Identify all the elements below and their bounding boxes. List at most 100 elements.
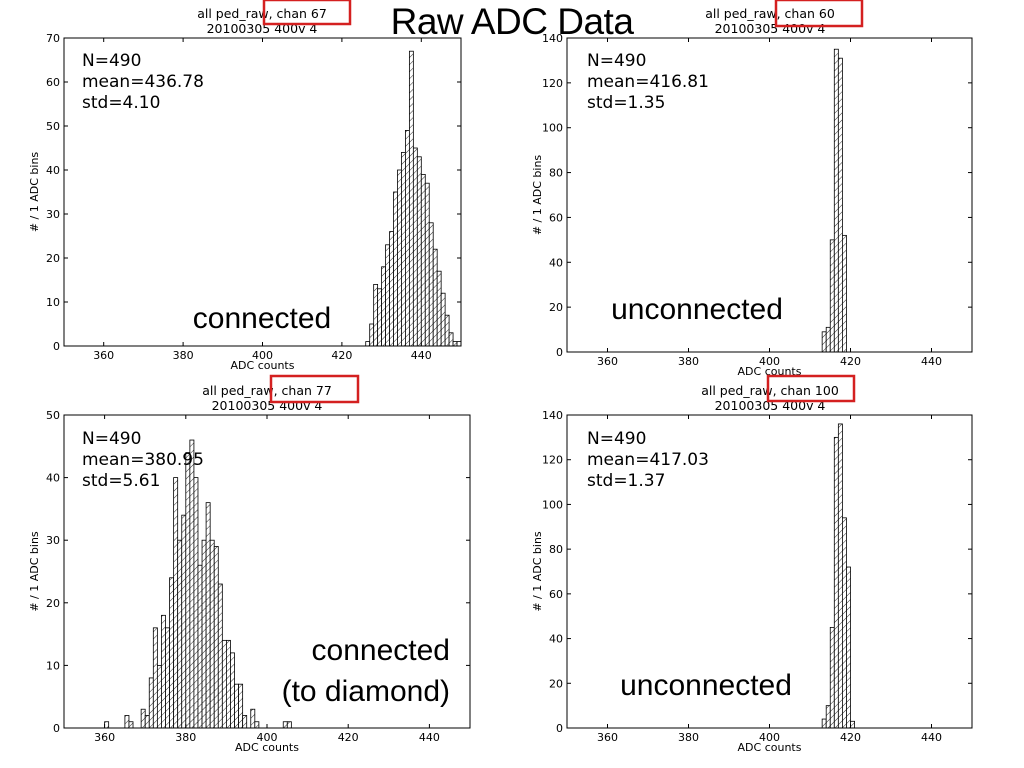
histogram-bar — [432, 248, 438, 347]
y-tick-label: 40 — [46, 472, 60, 485]
histogram-bar — [408, 50, 414, 347]
histogram-bar — [833, 48, 839, 353]
x-tick-label: 420 — [338, 731, 359, 744]
histogram-bar — [156, 665, 162, 729]
histogram-bar — [173, 477, 179, 729]
x-tick-label: 360 — [93, 349, 114, 362]
channel-highlight-box — [269, 374, 360, 404]
x-tick-label: 400 — [252, 349, 273, 362]
y-tick-label: 120 — [542, 77, 563, 90]
chart-title: all ped_raw, chan 100 — [701, 383, 839, 398]
histogram-bar — [842, 234, 847, 353]
stats-line: N=490 — [587, 51, 646, 71]
connection-note: connected — [312, 634, 450, 667]
histogram-bar — [217, 583, 223, 729]
stats-line: mean=436.78 — [82, 72, 204, 92]
histogram-bar — [420, 173, 426, 347]
histogram-bars — [365, 50, 462, 347]
y-tick-label: 0 — [53, 340, 60, 353]
y-tick-label: 20 — [46, 597, 60, 610]
histogram-bar — [401, 151, 406, 347]
histogram-bar — [104, 721, 110, 729]
histogram-bar — [416, 156, 422, 347]
histogram-bar — [424, 182, 430, 347]
histogram-bar — [282, 721, 288, 729]
histogram-bar — [821, 331, 827, 353]
y-tick-label: 60 — [46, 76, 60, 89]
histogram-bar — [177, 539, 183, 729]
histogram-bar — [169, 577, 175, 729]
channel-highlight-box — [774, 0, 864, 28]
y-tick-label: 20 — [549, 301, 563, 314]
y-tick-label: 100 — [542, 122, 563, 135]
y-tick-label: 10 — [46, 659, 60, 672]
histogram-bar — [140, 708, 146, 729]
y-tick-label: 50 — [46, 409, 60, 422]
histogram-bar — [238, 683, 244, 729]
histogram-bar — [209, 539, 215, 729]
y-tick-label: 30 — [46, 208, 60, 221]
y-tick-label: 50 — [46, 120, 60, 133]
connection-note: unconnected — [611, 293, 783, 326]
histogram-bar — [377, 288, 383, 347]
y-tick-label: 10 — [46, 296, 60, 309]
x-tick-label: 440 — [411, 349, 432, 362]
y-tick-label: 40 — [46, 164, 60, 177]
histogram-bar — [829, 626, 835, 729]
y-axis-label: # / 1 ADC bins — [531, 531, 544, 612]
y-tick-label: 30 — [46, 534, 60, 547]
y-tick-label: 120 — [542, 454, 563, 467]
x-axis-label: ADC counts — [235, 741, 299, 754]
x-tick-label: 420 — [840, 355, 861, 368]
histogram-bar — [428, 222, 434, 347]
y-tick-label: 80 — [549, 543, 563, 556]
y-tick-label: 70 — [46, 32, 60, 45]
histogram-bar — [250, 708, 256, 729]
histogram-bar — [201, 539, 207, 729]
histogram-bars — [821, 48, 847, 353]
histogram-bar — [412, 147, 418, 347]
histogram-bar — [846, 566, 851, 729]
histogram-bar — [452, 341, 458, 347]
x-axis-label: ADC counts — [738, 741, 802, 754]
slide-title: Raw ADC Data — [390, 1, 634, 42]
x-tick-label: 380 — [678, 355, 699, 368]
histogram-bar — [286, 721, 292, 729]
histogram-bar — [185, 452, 191, 729]
histogram-bar — [189, 439, 195, 729]
histogram-bar — [165, 627, 170, 729]
y-tick-label: 0 — [556, 722, 563, 735]
y-tick-label: 60 — [549, 211, 563, 224]
x-tick-label: 440 — [921, 355, 942, 368]
y-axis-label: # / 1 ADC bins — [28, 531, 41, 612]
histogram-bar — [381, 266, 386, 347]
stats-line: mean=416.81 — [587, 72, 709, 92]
histogram-bar — [161, 614, 166, 729]
y-tick-label: 60 — [549, 588, 563, 601]
y-tick-label: 140 — [542, 32, 563, 45]
histogram-bar — [448, 332, 454, 347]
y-axis-label: # / 1 ADC bins — [28, 152, 41, 233]
histogram-bar — [221, 639, 227, 729]
connection-note: connected — [193, 302, 331, 335]
y-tick-label: 140 — [542, 409, 563, 422]
chart-title: all ped_raw, chan 60 — [705, 6, 835, 21]
histogram-bar — [373, 283, 379, 347]
x-tick-label: 380 — [173, 349, 194, 362]
histogram-bar — [456, 341, 462, 347]
histogram-bar — [234, 683, 239, 729]
histogram-bar — [197, 564, 203, 729]
x-tick-label: 380 — [678, 731, 699, 744]
histogram-bar — [128, 721, 134, 729]
histogram-bar — [397, 169, 402, 347]
stats-line: mean=380.95 — [82, 450, 204, 470]
stats-line: std=1.37 — [587, 471, 665, 491]
x-tick-label: 400 — [257, 731, 278, 744]
histogram-bar — [369, 323, 375, 347]
histogram-panel-4: 360 380 400 420 440 0 20 40 60 80 100 120 140 ADC cou… — [531, 374, 973, 754]
x-tick-label: 400 — [759, 355, 780, 368]
x-tick-label: 360 — [597, 355, 618, 368]
histogram-bar — [837, 423, 843, 729]
channel-highlight-box — [766, 374, 856, 403]
